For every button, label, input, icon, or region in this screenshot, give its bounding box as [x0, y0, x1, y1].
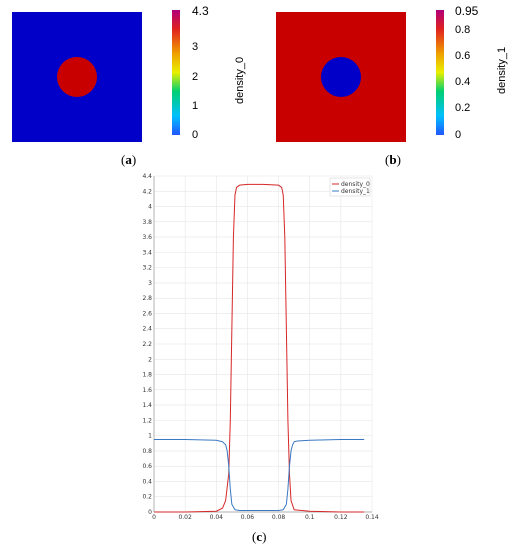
- colorbar-density-1: [436, 10, 444, 135]
- colorbar-tick: 0.6: [455, 50, 471, 62]
- colorbar-tick: 0.8: [455, 24, 471, 36]
- y-tick-label: 3.6: [142, 234, 152, 241]
- y-tick-label: 4.2: [142, 188, 152, 195]
- y-tick-label: 4: [148, 204, 152, 211]
- axis-layer: 0 0.02 0.04 0.06 0.08 0.1 0.12 0.14 0 0.2 0.4 0.6 0.…: [142, 173, 378, 521]
- x-tick-label: 0.14: [365, 514, 379, 521]
- panel-label-b: (b): [385, 152, 401, 167]
- y-tick-label: 2.2: [142, 341, 152, 348]
- colorbar-tick: 0.4: [455, 76, 471, 88]
- colorbar-tick: 4.3: [192, 4, 209, 18]
- legend-label: density_0: [341, 181, 370, 188]
- y-tick-label: 4.4: [142, 173, 152, 180]
- y-tick-label: 0.4: [142, 478, 152, 485]
- y-tick-label: 2.4: [142, 326, 152, 333]
- y-tick-label: 1.6: [142, 387, 152, 394]
- disk-density-0: [57, 57, 97, 97]
- series-layer: [154, 183, 365, 513]
- colorbar-tick: 0: [455, 129, 462, 141]
- y-tick-label: 3.2: [142, 265, 152, 272]
- y-tick-label: 3.4: [142, 249, 152, 256]
- colorbar-tick: 1: [192, 100, 199, 112]
- x-tick-label: 0.1: [305, 514, 315, 521]
- colorbar-tick: 3: [192, 41, 199, 53]
- series-line-density-0: [154, 183, 365, 513]
- y-tick-label: 1: [148, 433, 152, 440]
- heatmap-density-0: [12, 12, 142, 142]
- colorbar-tick: 0: [192, 129, 199, 141]
- y-tick-label: 2.6: [142, 310, 152, 317]
- y-tick-label: 1.4: [142, 402, 152, 409]
- y-tick-label: 0: [148, 509, 152, 516]
- y-tick-label: 0.6: [142, 463, 152, 470]
- heatmap-density-1: [276, 12, 406, 142]
- y-tick-label: 0.8: [142, 448, 152, 455]
- panel-label-a: (a): [121, 152, 137, 167]
- colorbar-title: density_0: [234, 56, 246, 104]
- x-tick-label: 0.12: [334, 514, 348, 521]
- x-tick-label: 0.08: [272, 514, 286, 521]
- legend-label: density_1: [341, 188, 370, 195]
- grid-layer: [153, 175, 373, 513]
- y-tick-label: 2: [148, 356, 152, 363]
- y-tick-label: 3: [148, 280, 152, 287]
- line-chart: 0 0.02 0.04 0.06 0.08 0.1 0.12 0.14 0 0.2 0.4 0.6 0.…: [142, 173, 378, 521]
- colorbar-tick: 0.2: [455, 102, 471, 114]
- y-tick-label: 0.2: [142, 494, 152, 501]
- x-tick-label: 0: [152, 514, 156, 521]
- x-tick-label: 0.06: [241, 514, 255, 521]
- disk-density-1: [321, 57, 361, 97]
- series-line-density-1: [154, 438, 365, 511]
- y-tick-label: 2.8: [142, 295, 152, 302]
- colorbar-title: density_1: [496, 46, 508, 94]
- y-tick-label: 1.8: [142, 372, 152, 379]
- legend-box: [329, 177, 371, 197]
- x-tick-label: 0.04: [210, 514, 224, 521]
- y-tick-label: 1.2: [142, 417, 152, 424]
- colorbar-tick: 2: [192, 71, 199, 83]
- panel-label-c: (c): [252, 529, 267, 544]
- y-tick-label: 3.8: [142, 219, 152, 226]
- x-tick-label: 0.02: [178, 514, 192, 521]
- colorbar-tick: 0.95: [455, 4, 479, 18]
- colorbar-density-0: [172, 10, 180, 135]
